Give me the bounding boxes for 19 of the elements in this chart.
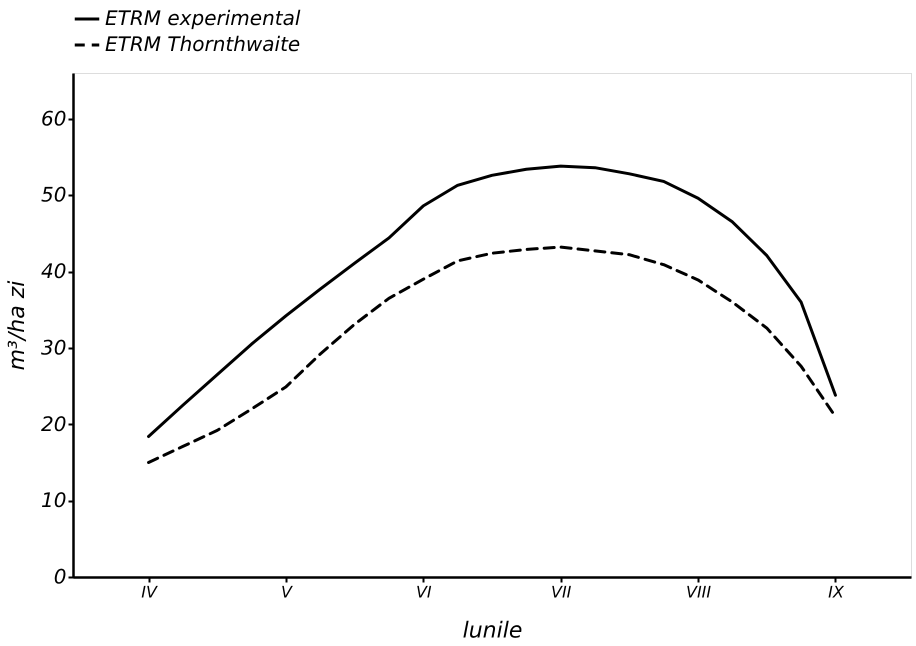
y-tick-label: 20 [41, 412, 66, 436]
y-tick-label: 60 [41, 106, 66, 130]
legend-label: ETRM Thornthwaite [105, 32, 300, 56]
y-tick-label: 40 [41, 259, 66, 284]
x-tick-label: VI [416, 582, 432, 602]
x-tick-label: V [280, 582, 293, 602]
x-tick-label: IX [828, 582, 845, 602]
y-tick-label: 10 [41, 488, 66, 512]
line-series [147, 246, 837, 464]
y-tick-label: 30 [41, 335, 66, 360]
y-tick-label: 0 [54, 564, 66, 588]
legend-label: ETRM experimental [105, 6, 301, 30]
line-series [147, 164, 837, 438]
x-axis-title: lunile [462, 618, 522, 644]
x-tick-label: VII [550, 582, 572, 602]
x-tick-label: IV [141, 582, 158, 602]
y-tick-label: 50 [41, 182, 66, 207]
x-tick-label: VIII [686, 582, 712, 602]
y-axis-title: m³/ha zi [5, 280, 30, 370]
